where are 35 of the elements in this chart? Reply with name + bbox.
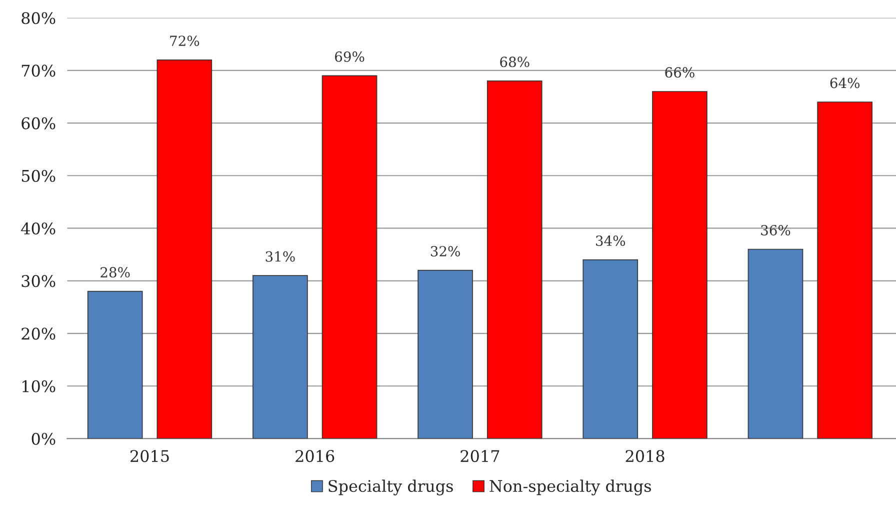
- legend-label: Specialty drugs: [328, 480, 453, 496]
- legend-label: Non-specialty drugs: [490, 480, 651, 496]
- bar: [582, 259, 638, 439]
- y-tick-label: 0%: [32, 432, 56, 445]
- x-tick-label: 2018: [626, 450, 664, 462]
- y-tick-label: 30%: [22, 275, 56, 288]
- bar: [322, 75, 378, 439]
- y-tick-label: 10%: [22, 380, 56, 392]
- data-label: 36%: [761, 224, 790, 236]
- x-tick-label: 2016: [296, 450, 334, 462]
- data-label: 28%: [100, 267, 130, 278]
- data-label: 68%: [500, 56, 530, 68]
- data-label: 31%: [266, 251, 295, 262]
- y-tick-label: 20%: [22, 328, 56, 340]
- bar: [87, 290, 143, 439]
- x-tick-label: 2017: [460, 450, 500, 462]
- bar: [252, 275, 308, 439]
- y-tick-label: 50%: [22, 170, 56, 182]
- y-tick-label: 80%: [22, 12, 56, 24]
- y-tick-label: 70%: [22, 64, 56, 77]
- data-label: 32%: [430, 246, 460, 256]
- bar: [817, 102, 872, 439]
- data-label: 34%: [596, 235, 626, 246]
- data-label: 69%: [335, 51, 364, 62]
- bar: [156, 60, 212, 439]
- data-label: 72%: [170, 36, 200, 46]
- bar: [652, 91, 708, 439]
- data-label: 64%: [830, 78, 860, 88]
- bar: [418, 270, 473, 439]
- bar: [486, 80, 542, 439]
- data-label: 66%: [665, 67, 694, 78]
- y-tick-label: 60%: [22, 117, 56, 130]
- bar: [748, 248, 804, 439]
- y-tick-label: 40%: [21, 222, 56, 235]
- x-tick-label: 2015: [130, 450, 169, 462]
